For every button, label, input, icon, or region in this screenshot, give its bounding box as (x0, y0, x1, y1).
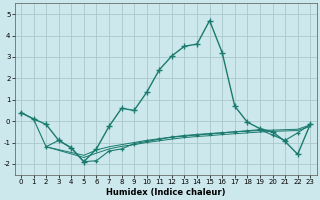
X-axis label: Humidex (Indice chaleur): Humidex (Indice chaleur) (106, 188, 225, 197)
